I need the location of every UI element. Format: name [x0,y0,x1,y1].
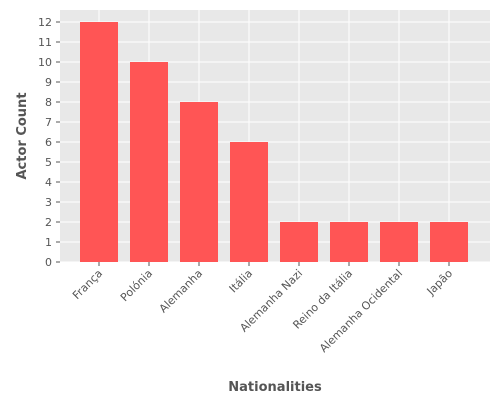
x-tick-label: Japão [424,267,456,299]
bar-polónia [130,62,168,262]
bar-alemanha-ocidental [380,222,418,262]
y-tick-label: 6 [45,136,52,149]
x-tick-label: Alemanha [157,267,205,315]
y-tick-label: 2 [45,216,52,229]
y-tick-label: 1 [45,236,52,249]
bar-alemanha [180,102,218,262]
bars [80,22,468,262]
bar-frança [80,22,118,262]
y-axis-title: Actor Count [15,92,30,179]
y-tick-label: 3 [45,196,52,209]
bar-reino-da-itália [330,222,368,262]
y-tick-label: 4 [45,176,52,189]
y-tick-label: 9 [45,76,52,89]
bar-japão [430,222,468,262]
y-tick-label: 11 [38,36,52,49]
x-axis-title: Nationalities [228,380,322,395]
x-tick-label: França [70,267,105,302]
y-tick-label: 8 [45,96,52,109]
plot-background [60,10,490,262]
x-tick-label: Polónia [118,267,155,304]
x-tick-label: Itália [227,267,255,295]
y-tick-label: 0 [45,256,52,269]
bar-alemanha-nazi [280,222,318,262]
y-tick-label: 7 [45,116,52,129]
bar-itália [230,142,268,262]
y-tick-label: 10 [38,56,52,69]
y-tick-label: 5 [45,156,52,169]
y-tick-label: 12 [38,16,52,29]
x-tick-label: Alemanha Ocidental [317,267,405,355]
